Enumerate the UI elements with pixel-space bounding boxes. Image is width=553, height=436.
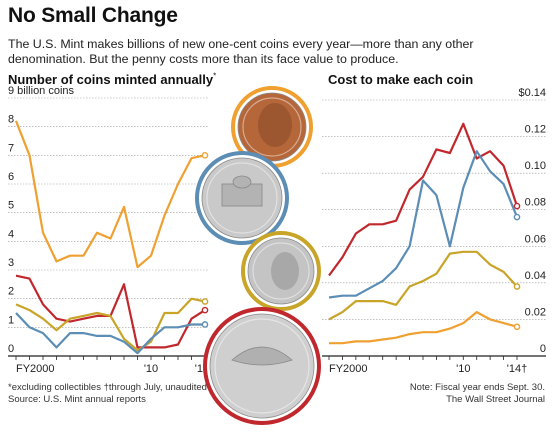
right-series-line-nickel bbox=[328, 150, 519, 299]
right-x-tick-label: '14† bbox=[507, 363, 527, 375]
footnote-source: Source: U.S. Mint annual reports bbox=[8, 394, 146, 405]
right-y-tick-label: $0.14 bbox=[518, 87, 546, 99]
left-series-line-nickel bbox=[15, 312, 205, 355]
nickel-coin bbox=[195, 151, 289, 245]
right-x-tick-label: FY2000 bbox=[329, 363, 368, 375]
right-y-tick-label: 0.08 bbox=[525, 197, 546, 209]
right-series-line-quarter bbox=[328, 122, 519, 277]
left-y-tick-label: 9 billion coins bbox=[8, 85, 75, 97]
coin-illustrations bbox=[195, 86, 321, 425]
left-y-tick-label: 1 bbox=[8, 314, 14, 326]
chart-title: No Small Change bbox=[8, 4, 178, 27]
left-y-tick-label: 7 bbox=[8, 142, 14, 154]
footnote-collectibles: *excluding collectibles †through July, u… bbox=[8, 382, 207, 393]
penny-portrait bbox=[258, 103, 292, 147]
left-endpoint-quarter bbox=[201, 306, 209, 314]
penny-coin-rim bbox=[242, 97, 302, 157]
left-y-tick-label: 0 bbox=[8, 343, 14, 355]
left-series-line-dime bbox=[15, 297, 206, 352]
right-y-tick-label: 0.10 bbox=[525, 160, 546, 172]
chart-subtitle: The U.S. Mint makes billions of new one-… bbox=[8, 37, 474, 66]
left-y-tick-label: 6 bbox=[8, 171, 14, 183]
right-y-tick-label: 0 bbox=[540, 343, 546, 355]
left-x-tick-label: FY2000 bbox=[16, 363, 55, 375]
left-endpoint-penny bbox=[201, 152, 209, 159]
dime-coin bbox=[241, 231, 321, 311]
dime-coin-rim bbox=[252, 242, 310, 300]
quarter-coin-rim bbox=[214, 318, 310, 414]
right-endpoint-penny bbox=[513, 323, 521, 331]
left-y-tick-label: 3 bbox=[8, 257, 14, 269]
footnote-fiscal-year: Note: Fiscal year ends Sept. 30. bbox=[409, 382, 545, 393]
left-panel-title-text: Number of coins minted annually* bbox=[8, 72, 217, 88]
right-endpoint-dime bbox=[513, 283, 521, 290]
left-y-tick-label: 8 bbox=[8, 114, 14, 126]
right-panel-title: Cost to make each coin bbox=[328, 72, 474, 87]
footnote-credit: The Wall Street Journal bbox=[446, 394, 545, 405]
left-endpoint-nickel bbox=[201, 321, 209, 328]
right-y-tick-label: 0.04 bbox=[525, 270, 546, 282]
right-y-tick-label: 0.12 bbox=[525, 124, 546, 136]
left-panel-title: Number of coins minted annually* bbox=[8, 72, 216, 87]
left-x-tick-label: '10 bbox=[144, 363, 158, 375]
nickel-dome bbox=[232, 175, 252, 189]
quarter-coin bbox=[203, 307, 321, 425]
quarter-eagle bbox=[231, 346, 293, 366]
quarter-coin-face bbox=[209, 313, 315, 419]
right-series-line-dime bbox=[328, 250, 518, 321]
dime-portrait bbox=[271, 252, 299, 290]
coin-cost-chart: 0 0.02 0.04 0.06 0.08 0.10 0.12 $0.14 FY2000 '10 '… bbox=[322, 87, 546, 375]
right-y-tick-label: 0.02 bbox=[525, 306, 546, 318]
title-footnote-marker: * bbox=[213, 72, 217, 81]
footnote-right: Note: Fiscal year ends Sept. 30. The Wal… bbox=[410, 382, 545, 406]
right-endpoint-nickel bbox=[513, 213, 521, 221]
right-y-tick-label: 0.06 bbox=[525, 233, 546, 245]
nickel-coin-rim bbox=[206, 162, 278, 234]
left-endpoint-dime bbox=[201, 298, 209, 305]
left-y-tick-label: 4 bbox=[8, 228, 14, 240]
left-y-tick-label: 2 bbox=[8, 286, 14, 298]
left-y-tick-label: 5 bbox=[8, 200, 14, 212]
right-series-line-penny bbox=[329, 311, 518, 345]
right-x-tick-label: '10 bbox=[456, 363, 470, 375]
left-series-line-penny bbox=[14, 120, 206, 269]
right-endpoint-quarter bbox=[513, 202, 521, 210]
footnote-left: *excluding collectibles †through July, u… bbox=[8, 382, 207, 406]
